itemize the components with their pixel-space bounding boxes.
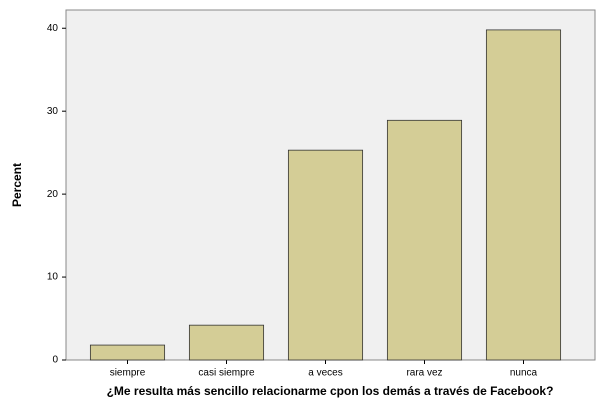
bar — [188, 324, 265, 361]
y-axis-title: Percent — [10, 163, 24, 207]
y-tick-label: 30 — [47, 106, 59, 117]
bar — [287, 149, 364, 361]
y-tick-label: 20 — [47, 189, 59, 200]
y-tick-label: 0 — [52, 355, 58, 366]
bar — [386, 119, 463, 361]
y-tick-label: 10 — [47, 272, 59, 283]
x-tick-label: a veces — [308, 368, 342, 379]
bar — [89, 344, 166, 361]
x-axis-title: ¿Me resulta más sencillo relacionarme cp… — [107, 384, 554, 398]
x-tick-label: nunca — [510, 368, 538, 379]
y-tick-label: 40 — [47, 23, 59, 34]
x-tick-label: casi siempre — [198, 368, 255, 379]
x-tick-label: rara vez — [406, 368, 442, 379]
x-tick-label: siempre — [110, 368, 146, 379]
bar — [485, 29, 562, 361]
